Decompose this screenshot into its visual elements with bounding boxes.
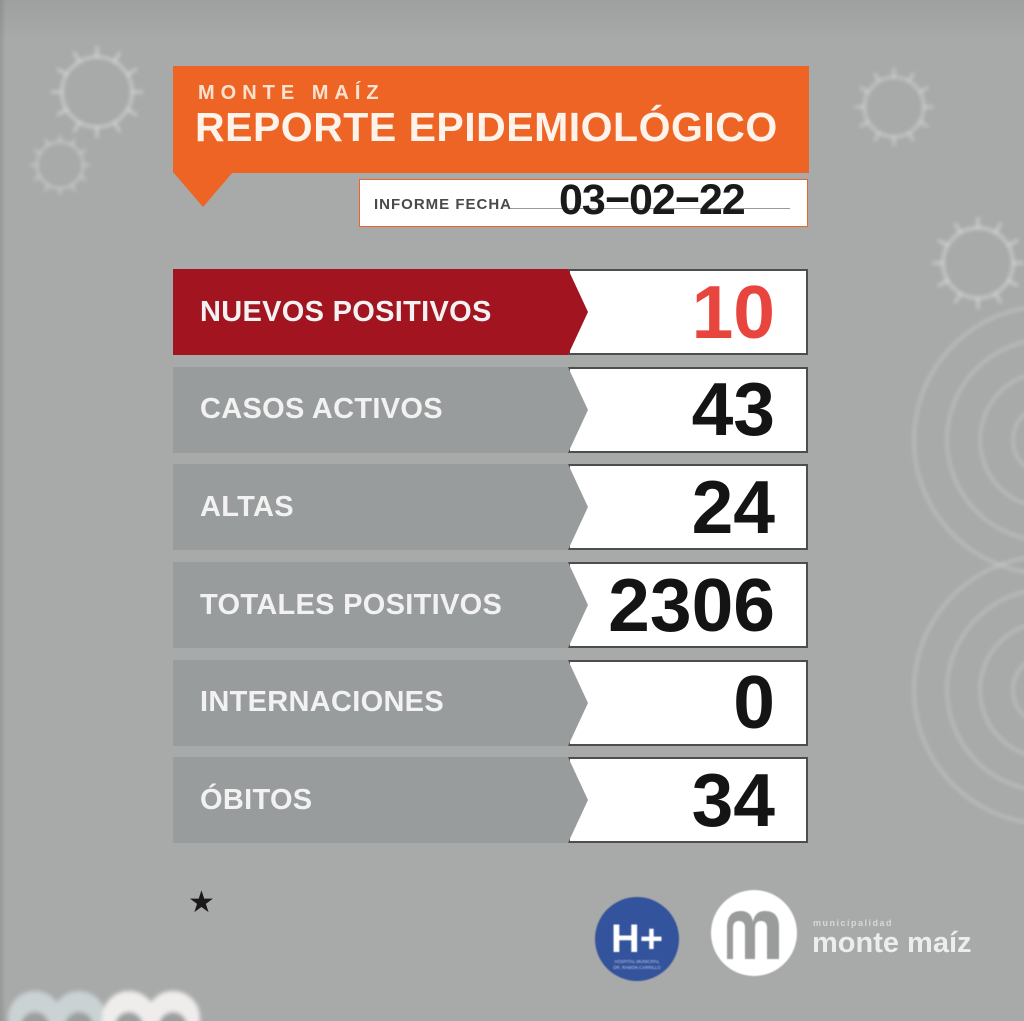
- svg-text:DR. RAMON CARRILLO: DR. RAMON CARRILLO: [613, 965, 661, 970]
- svg-text:HOSPITAL MUNICIPAL: HOSPITAL MUNICIPAL: [614, 959, 660, 964]
- svg-text:H+: H+: [611, 917, 663, 961]
